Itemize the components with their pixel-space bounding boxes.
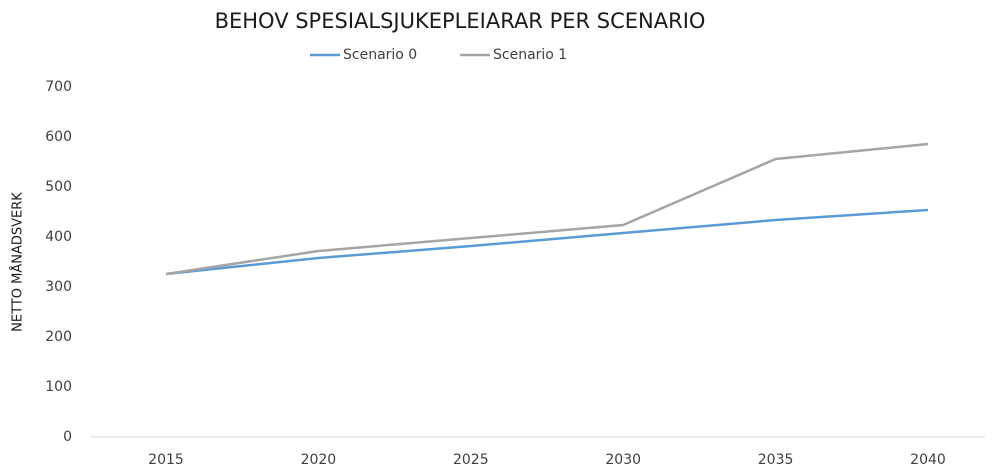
y-tick-label: 0 bbox=[63, 429, 72, 445]
x-tick-label: 2025 bbox=[453, 452, 489, 468]
x-tick-label: 2020 bbox=[301, 452, 337, 468]
x-tick-label: 2030 bbox=[605, 452, 641, 468]
chart-title: BEHOV SPESIALSJUKEPLEIARAR PER SCENARIO bbox=[215, 9, 706, 33]
y-axis-title: NETTO MÅNADSVERK bbox=[10, 192, 26, 332]
y-tick-label: 500 bbox=[45, 179, 72, 195]
y-tick-label: 600 bbox=[45, 129, 72, 145]
x-tick-label: 2015 bbox=[148, 452, 184, 468]
legend-label: Scenario 1 bbox=[493, 47, 567, 63]
y-tick-label: 300 bbox=[45, 279, 72, 295]
x-tick-label: 2035 bbox=[758, 452, 794, 468]
y-tick-label: 200 bbox=[45, 329, 72, 345]
y-tick-label: 700 bbox=[45, 79, 72, 95]
y-tick-label: 100 bbox=[45, 379, 72, 395]
y-tick-label: 400 bbox=[45, 229, 72, 245]
series-line bbox=[165, 142, 929, 276]
x-tick-label: 2040 bbox=[910, 452, 946, 468]
series-line bbox=[165, 208, 929, 276]
legend-label: Scenario 0 bbox=[343, 47, 417, 63]
